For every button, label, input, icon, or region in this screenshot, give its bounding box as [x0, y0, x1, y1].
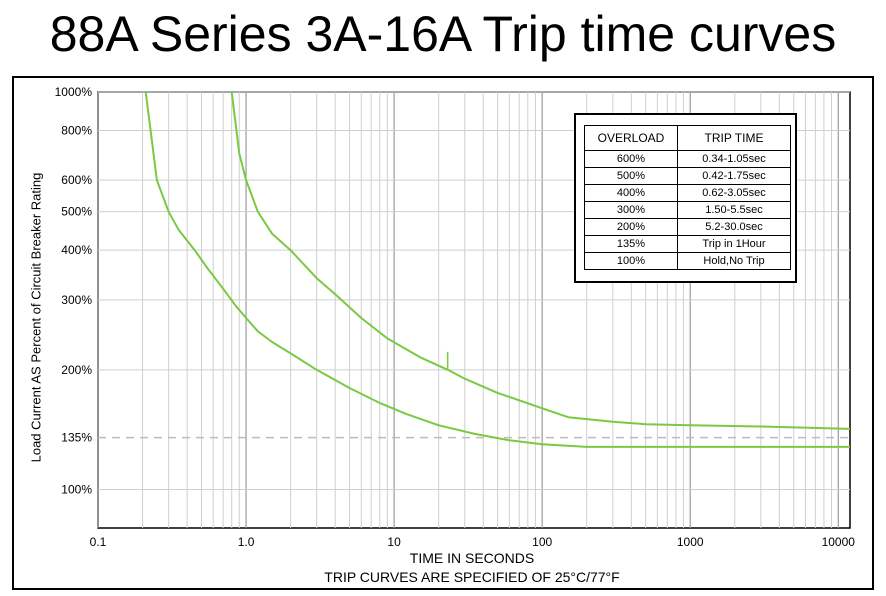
- table-cell-trip-time: Trip in 1Hour: [677, 235, 791, 253]
- y-tick-label: 300%: [61, 293, 92, 307]
- y-tick-label: 100%: [61, 482, 92, 496]
- x-tick-label: 100: [532, 535, 552, 549]
- series-line-upper: [230, 91, 851, 430]
- trip-time-table-box: OVERLOAD TRIP TIME 600% 0.34-1.05sec 500…: [574, 113, 797, 283]
- table-header-row: OVERLOAD TRIP TIME: [584, 125, 791, 151]
- table-header-trip-time: TRIP TIME: [677, 125, 791, 151]
- y-tick-label: 200%: [61, 363, 92, 377]
- y-tick-label: 1000%: [55, 85, 93, 99]
- table-row: 500% 0.42-1.75sec: [584, 167, 791, 185]
- table-row: 600% 0.34-1.05sec: [584, 150, 791, 168]
- table-cell-overload: 600%: [584, 150, 678, 168]
- table-cell-trip-time: 0.34-1.05sec: [677, 150, 791, 168]
- y-axis-label: Load Current AS Percent of Circuit Break…: [28, 172, 44, 463]
- table-cell-overload: 135%: [584, 235, 678, 253]
- table-row: 100% Hold,No Trip: [584, 252, 791, 270]
- y-tick-label: 800%: [61, 124, 92, 138]
- table-cell-trip-time: 1.50-5.5sec: [677, 201, 791, 219]
- y-tick-label: 400%: [61, 243, 92, 257]
- table-row: 135% Trip in 1Hour: [584, 235, 791, 253]
- x-tick-label: 10000: [822, 535, 856, 549]
- table-cell-overload: 100%: [584, 252, 678, 270]
- table-cell-trip-time: Hold,No Trip: [677, 252, 791, 270]
- x-tick-label: 0.1: [90, 535, 107, 549]
- y-tick-label: 600%: [61, 173, 92, 187]
- table-cell-overload: 500%: [584, 167, 678, 185]
- table-row: 300% 1.50-5.5sec: [584, 201, 791, 219]
- chart-frame: [12, 76, 874, 590]
- x-tick-label: 1000: [677, 535, 704, 549]
- table-cell-overload: 300%: [584, 201, 678, 219]
- table-row: 200% 5.2-30.0sec: [584, 218, 791, 236]
- x-axis-label: TIME IN SECONDS: [409, 550, 535, 566]
- y-tick-label: 135%: [61, 431, 92, 445]
- table-cell-trip-time: 0.42-1.75sec: [677, 167, 791, 185]
- chart-subtitle: TRIP CURVES ARE SPECIFIED OF 25°C/77°F: [324, 569, 620, 585]
- chart-title: 88A Series 3A-16A Trip time curves: [49, 6, 837, 62]
- table-cell-overload: 200%: [584, 218, 678, 236]
- series-line-lower: [144, 91, 850, 448]
- x-tick-label: 10: [387, 535, 401, 549]
- trip-time-table: OVERLOAD TRIP TIME 600% 0.34-1.05sec 500…: [584, 125, 791, 270]
- y-tick-label: 500%: [61, 205, 92, 219]
- table-cell-trip-time: 5.2-30.0sec: [677, 218, 791, 236]
- x-tick-label: 1.0: [238, 535, 255, 549]
- table-header-overload: OVERLOAD: [584, 125, 678, 151]
- table-cell-overload: 400%: [584, 184, 678, 202]
- table-cell-trip-time: 0.62-3.05sec: [677, 184, 791, 202]
- table-row: 400% 0.62-3.05sec: [584, 184, 791, 202]
